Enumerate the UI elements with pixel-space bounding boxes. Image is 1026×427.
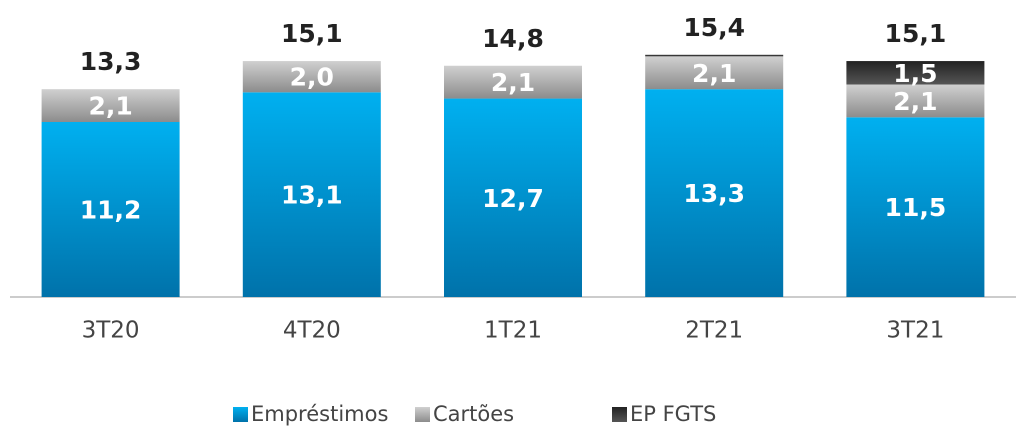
bar-segment	[645, 54, 784, 57]
total-label: 15,1	[281, 19, 343, 48]
bar-segment	[846, 117, 985, 297]
x-tick-label: 2T21	[685, 318, 743, 344]
x-tick-label: 3T20	[82, 318, 140, 344]
bar-segment	[846, 61, 985, 85]
legend-label: Empréstimos	[251, 402, 388, 426]
value-label: 11,5	[885, 193, 947, 222]
value-label: 2,1	[893, 87, 937, 116]
legend-swatch	[612, 407, 627, 422]
bar-segment	[41, 122, 180, 297]
value-label: 2,0	[290, 63, 334, 92]
bar-segment	[41, 89, 180, 122]
value-label: 13,3	[683, 179, 745, 208]
legend-label: Cartões	[433, 402, 514, 426]
value-label: 2,1	[88, 92, 132, 121]
bar-segment	[444, 65, 582, 99]
value-label: 2,1	[491, 68, 535, 97]
bar-segment	[645, 56, 784, 90]
value-label: 1,5	[893, 59, 937, 88]
x-tick-label: 1T21	[484, 318, 542, 344]
total-label: 13,3	[80, 47, 142, 76]
x-tick-label: 4T20	[283, 318, 341, 344]
value-label: 13,1	[281, 181, 343, 210]
total-label: 15,1	[885, 19, 947, 48]
value-label: 12,7	[482, 184, 544, 213]
value-label: 11,2	[80, 196, 142, 225]
bar-segment	[645, 89, 784, 297]
total-label: 14,8	[482, 24, 544, 53]
x-tick-label: 3T21	[886, 318, 944, 344]
value-label: 2,1	[692, 59, 736, 88]
legend-swatch	[233, 407, 248, 422]
bar-segment	[444, 98, 582, 297]
total-label: 15,4	[683, 13, 745, 42]
legend-swatch	[415, 407, 430, 422]
legend-label: EP FGTS	[630, 402, 716, 426]
bar-segment	[242, 61, 381, 93]
bar-segment	[846, 84, 985, 118]
bar-segment	[242, 92, 381, 297]
